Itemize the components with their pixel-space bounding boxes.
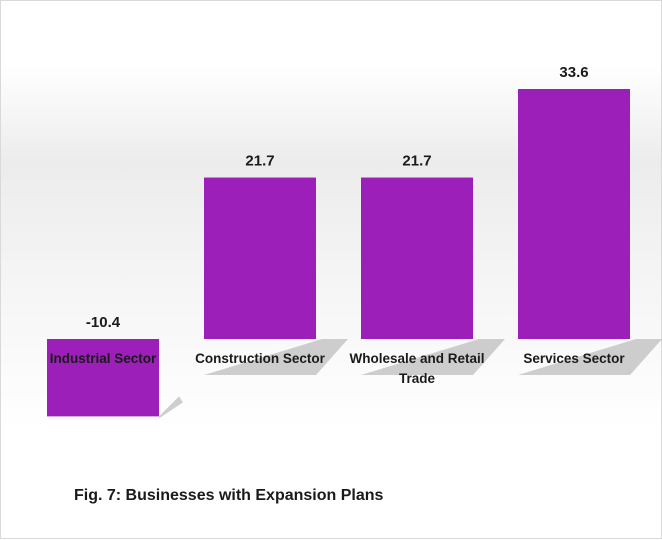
- chart-caption: Fig. 7: Businesses with Expansion Plans: [74, 487, 384, 504]
- bar-value-label: -10.4: [86, 314, 121, 331]
- bar: [47, 339, 159, 417]
- bar-shadows: [159, 339, 662, 419]
- category-labels: Industrial Sector Construction Sector Whol…: [50, 351, 626, 386]
- bar-shadow: [518, 339, 662, 375]
- bar: [361, 177, 473, 339]
- bar-shadow: [159, 396, 183, 419]
- bar-value-label: 33.6: [559, 64, 588, 81]
- category-label: Services Sector: [523, 351, 625, 366]
- data-labels: -10.4 21.7 21.7 33.6: [86, 64, 589, 331]
- bar-shadow: [361, 339, 505, 375]
- category-label: Construction Sector: [195, 351, 326, 366]
- bar-value-label: 21.7: [402, 153, 431, 170]
- bar: [204, 177, 316, 339]
- bar-shadow: [204, 339, 348, 375]
- bars: [47, 89, 630, 417]
- bar: [518, 89, 630, 339]
- category-label: Wholesale and Retail Trade: [349, 351, 484, 386]
- category-label: Industrial Sector: [50, 351, 157, 366]
- bar-value-label: 21.7: [245, 153, 274, 170]
